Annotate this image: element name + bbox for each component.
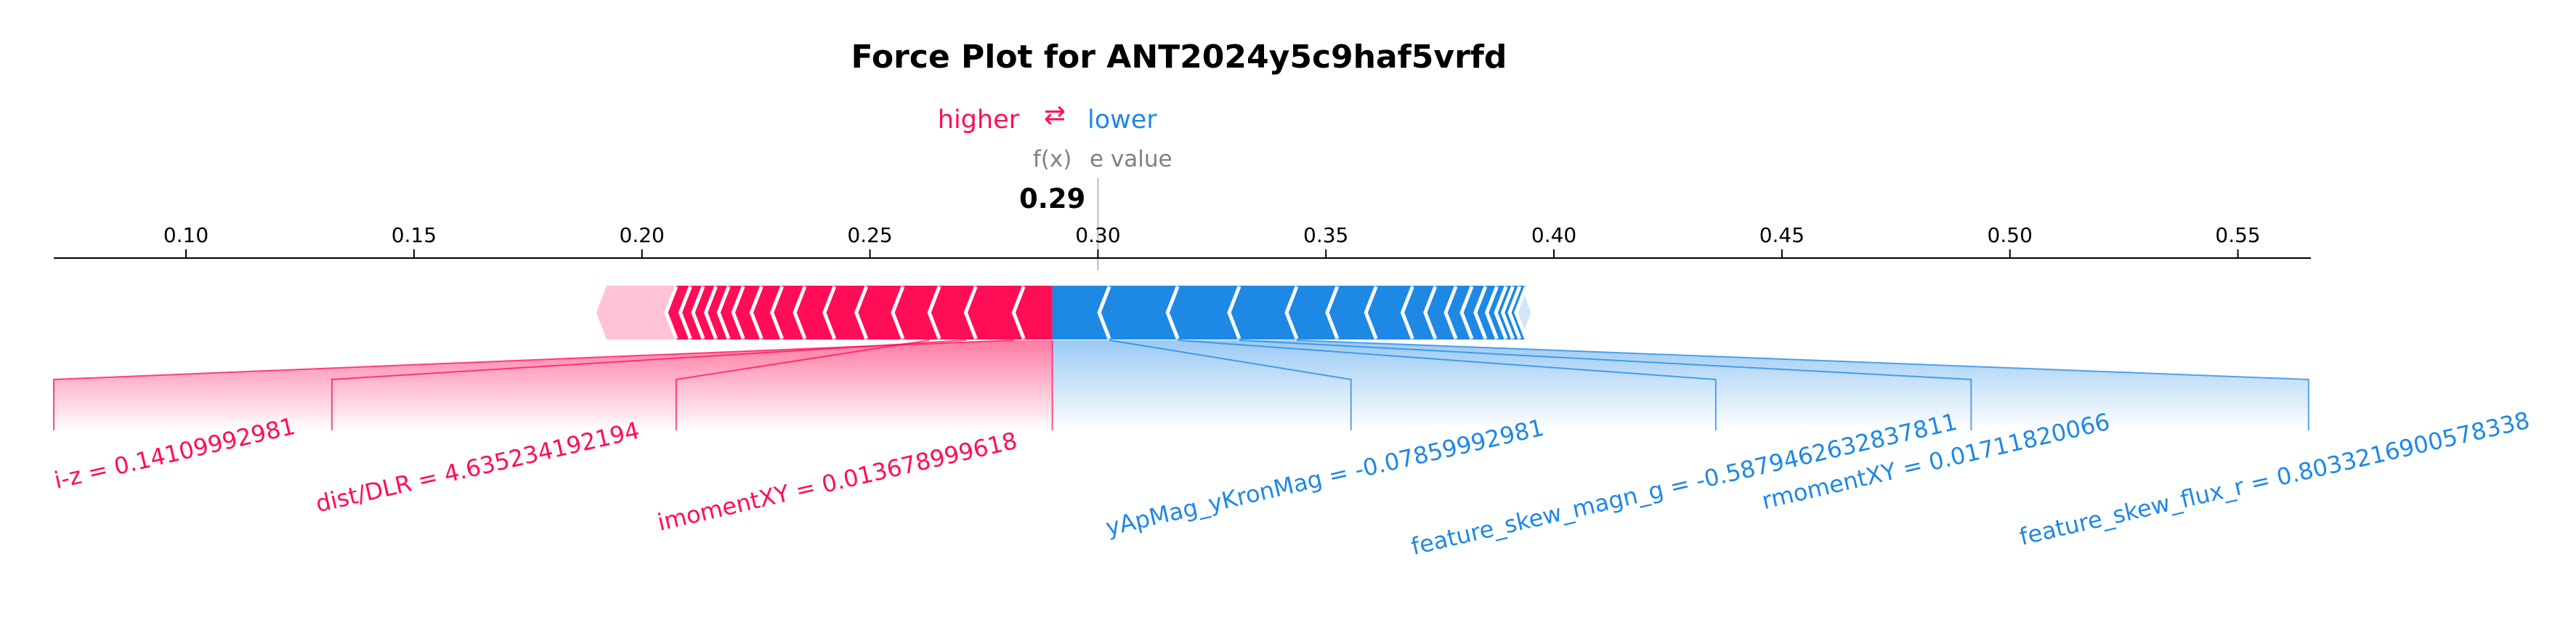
lower-segment-chevron bbox=[1494, 286, 1508, 339]
lower-segment-chevron bbox=[1423, 286, 1438, 339]
x-tick-label: 0.25 bbox=[847, 223, 892, 247]
x-tick-label: 0.20 bbox=[620, 223, 665, 247]
lower-segment-chevron bbox=[1514, 286, 1528, 339]
higher-bar-tail bbox=[596, 286, 676, 339]
x-tick-label: 0.45 bbox=[1759, 223, 1805, 247]
lower-segment-chevron bbox=[1165, 286, 1180, 339]
feature-connector-line bbox=[1109, 339, 1352, 430]
x-tick-label: 0.50 bbox=[1988, 223, 2033, 247]
higher-segment-chevron bbox=[1011, 286, 1026, 339]
feature-connectors bbox=[53, 339, 2309, 430]
lower-segment-chevron bbox=[1459, 286, 1474, 339]
feature-label: dist/DLR = 4.635234192194 bbox=[313, 417, 642, 518]
lower-segment-chevron bbox=[1097, 286, 1111, 339]
higher-segment-chevron bbox=[793, 286, 807, 339]
higher-segment-chevron bbox=[963, 286, 978, 339]
feature-connector-line bbox=[1239, 339, 1972, 430]
higher-segment-chevron bbox=[731, 286, 745, 339]
higher-segment-chevron bbox=[854, 286, 869, 339]
higher-segment-chevron bbox=[664, 286, 679, 339]
higher-segment-chevron bbox=[703, 286, 718, 339]
higher-segment-chevron bbox=[691, 286, 705, 339]
lower-segment-chevron bbox=[1443, 286, 1458, 339]
legend-arrow: ⇄ bbox=[1044, 100, 1066, 130]
lower-gradient-fill bbox=[1052, 340, 2309, 430]
x-tick-label: 0.30 bbox=[1075, 223, 1120, 247]
fx-label-backdrop bbox=[1042, 144, 1090, 174]
feature-connector-line bbox=[331, 339, 966, 430]
lower-segment-chevron bbox=[1284, 286, 1299, 339]
fx-marker: f(x) 0.29 bbox=[1019, 144, 1090, 214]
lower-segment-chevron bbox=[1473, 286, 1488, 339]
feature-connector-line bbox=[675, 339, 930, 430]
higher-segment-chevron bbox=[678, 286, 692, 339]
lower-segment-chevron bbox=[1400, 286, 1414, 339]
fx-label: f(x) bbox=[1033, 146, 1072, 172]
x-axis-ticks: 0.10 0.15 0.20 0.25 0.30 0.35 0.40 0.45 0.50 0.55 bbox=[163, 223, 2261, 258]
chart-title: Force Plot for ANT2024y5c9haf5vrfd bbox=[851, 39, 1507, 76]
legend-lower: lower bbox=[1087, 105, 1157, 134]
feature-label: imomentXY = 0.013678999618 bbox=[655, 427, 1019, 536]
output-value: 0.29 bbox=[1019, 183, 1085, 214]
x-tick-label: 0.10 bbox=[163, 223, 208, 247]
higher-segment-chevron bbox=[716, 286, 731, 339]
higher-gradient-fill bbox=[54, 340, 1053, 430]
force-bars bbox=[596, 286, 1531, 339]
higher-bar bbox=[665, 286, 1053, 339]
higher-segment-chevron bbox=[769, 286, 784, 339]
feature-connector-line bbox=[1178, 339, 1717, 430]
lower-bar bbox=[1052, 286, 1526, 339]
legend-higher: higher bbox=[938, 105, 1020, 134]
lower-segment-chevron bbox=[1500, 286, 1515, 339]
lower-segment-chevron bbox=[1507, 286, 1522, 339]
x-tick-label: 0.55 bbox=[2215, 223, 2260, 247]
x-tick-label: 0.35 bbox=[1303, 223, 1348, 247]
feature-connector-line bbox=[53, 339, 1014, 430]
feature-connector-line bbox=[1297, 339, 2309, 430]
x-tick-label: 0.15 bbox=[392, 223, 437, 247]
higher-segment-chevron bbox=[749, 286, 764, 339]
legend: higher ⇄ lower bbox=[938, 100, 1158, 134]
lower-segment-chevron bbox=[1484, 286, 1499, 339]
lower-segment-chevron bbox=[1227, 286, 1242, 339]
higher-segment-chevron bbox=[891, 286, 905, 339]
higher-segment-chevron bbox=[822, 286, 837, 339]
lower-segment-chevron bbox=[1325, 286, 1340, 339]
lower-segment-chevron bbox=[1364, 286, 1378, 339]
higher-segment-chevron bbox=[927, 286, 941, 339]
x-tick-label: 0.40 bbox=[1531, 223, 1576, 247]
lower-bar-tail bbox=[1515, 286, 1531, 339]
